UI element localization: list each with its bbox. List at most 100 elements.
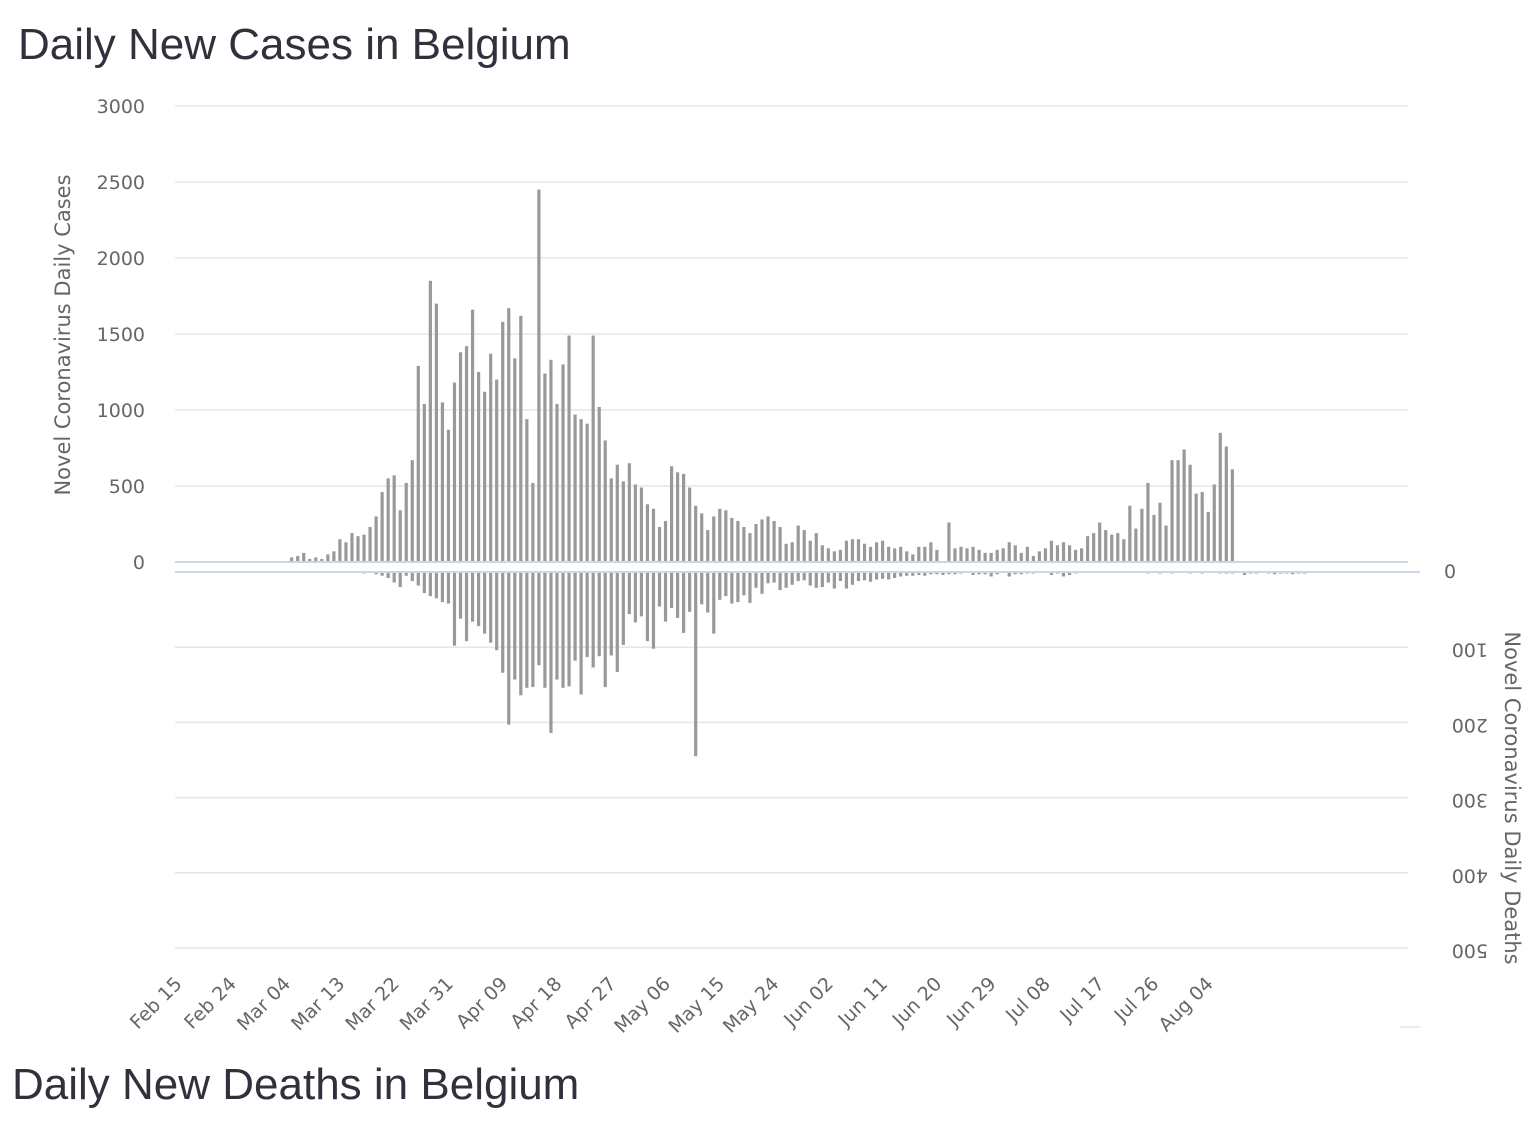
cases-bar	[760, 519, 764, 562]
cases-bar	[1170, 460, 1174, 562]
deaths-bar	[428, 572, 432, 597]
cases-bar	[1104, 530, 1108, 562]
deaths-bar	[712, 572, 716, 634]
cases-bar	[537, 189, 541, 562]
y-tick-label: 3000	[97, 96, 145, 118]
cases-bar	[639, 487, 644, 562]
cases-bar	[320, 558, 324, 562]
deaths-bar	[615, 572, 619, 673]
x-tick-label: Jul 17	[1055, 973, 1109, 1027]
cases-bar	[832, 551, 836, 562]
deaths-bar	[597, 572, 601, 657]
deaths-bar	[905, 572, 909, 576]
cases-bar	[513, 358, 517, 562]
cases-bar	[694, 505, 698, 562]
cases-bar	[1055, 545, 1060, 562]
cases-bar	[362, 534, 366, 562]
deaths-bar	[404, 572, 408, 576]
deaths-bar	[410, 572, 414, 582]
cases-bar	[314, 557, 318, 562]
deaths-bar	[609, 572, 613, 656]
cases-bar	[615, 464, 619, 562]
cases-bar	[386, 478, 390, 562]
cases-bar	[470, 309, 475, 562]
y2-tick-label: 0	[1444, 561, 1456, 583]
x-tick-label: Jun 02	[779, 973, 838, 1032]
y2-tick-label: 500	[1452, 940, 1488, 962]
cases-bar	[591, 335, 595, 562]
cases-bar	[567, 335, 571, 562]
cases-bar	[929, 542, 933, 562]
deaths-bar	[446, 572, 451, 604]
cases-bar	[1031, 555, 1035, 562]
deaths-bar	[489, 572, 493, 643]
cases-bar	[736, 520, 740, 562]
deaths-bar	[573, 572, 577, 661]
deaths-bar	[663, 572, 668, 622]
y2-tick-label: 100	[1452, 639, 1488, 661]
x-tick-label: Apr 09	[452, 973, 512, 1033]
cases-bar	[338, 539, 342, 562]
deaths-bar	[814, 572, 818, 588]
deaths-bar	[434, 572, 438, 599]
deaths-bar	[675, 572, 680, 618]
cases-bar	[1206, 511, 1210, 562]
cases-bar	[609, 478, 613, 562]
deaths-bar	[730, 572, 734, 604]
cases-bar	[820, 545, 824, 562]
deaths-bar	[935, 572, 939, 575]
y2-axis-ticks: 0 100 200 300 400 500	[1444, 561, 1488, 962]
deaths-bar	[1019, 572, 1023, 575]
cases-bar	[700, 513, 704, 562]
deaths-bar	[772, 572, 776, 583]
y-tick-label: 500	[109, 476, 145, 498]
cases-bar	[862, 543, 867, 562]
cases-bar	[706, 530, 710, 562]
zero-lines	[175, 561, 1420, 1028]
cases-bar	[555, 403, 559, 562]
cases-bar	[1007, 542, 1011, 562]
deaths-bar	[850, 572, 855, 585]
cases-bar	[573, 414, 577, 562]
x-tick-label: May 15	[665, 973, 730, 1038]
cases-chart-title: Daily New Cases in Belgium	[18, 20, 571, 69]
cases-bar	[326, 554, 330, 562]
cases-bar	[1146, 482, 1150, 562]
deaths-bar	[513, 572, 517, 680]
cases-bar	[651, 508, 656, 562]
gridlines	[175, 105, 1408, 949]
cases-bar	[645, 504, 650, 562]
deaths-bar	[603, 572, 607, 688]
deaths-bar	[639, 572, 644, 617]
cases-bar	[826, 548, 830, 562]
cases-bar	[374, 516, 378, 562]
y2-tick-label: 300	[1452, 789, 1488, 811]
deaths-bar	[657, 572, 662, 607]
cases-bar	[754, 524, 758, 562]
cases-bar	[579, 419, 583, 562]
deaths-bar	[971, 572, 975, 576]
deaths-bar	[874, 572, 879, 580]
cases-bar	[446, 429, 451, 562]
cases-bar	[838, 549, 842, 562]
cases-bar	[947, 522, 951, 562]
cases-bar	[1098, 522, 1102, 562]
cases-bar	[675, 472, 680, 562]
cases-bar	[1001, 548, 1005, 562]
cases-bar	[730, 517, 734, 562]
cases-bar	[917, 546, 921, 562]
deaths-bar	[464, 572, 469, 642]
cases-bar	[899, 546, 903, 562]
cases-bar	[808, 540, 812, 562]
deaths-bar	[531, 572, 535, 688]
cases-bar	[356, 536, 360, 562]
cases-bar	[428, 280, 432, 562]
deaths-bar	[519, 572, 523, 696]
y-tick-label: 0	[133, 552, 145, 574]
deaths-bar	[585, 572, 589, 657]
y-axis-title: Novel Coronavirus Daily Cases	[51, 174, 75, 495]
deaths-bar	[483, 572, 487, 634]
x-tick-label: Mar 22	[341, 973, 403, 1035]
deaths-bar	[1272, 572, 1277, 575]
deaths-bar	[374, 572, 378, 575]
